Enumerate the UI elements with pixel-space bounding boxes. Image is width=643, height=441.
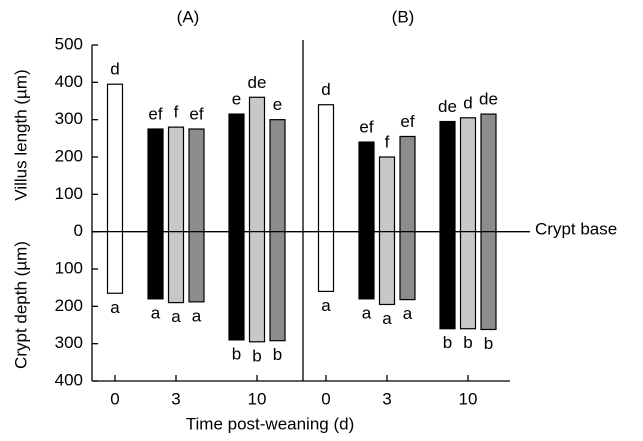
x-tick-label: 3 — [382, 389, 391, 408]
y-tick-label: 400 — [55, 72, 83, 91]
x-tick-label: 10 — [248, 389, 267, 408]
value-label: a — [151, 303, 161, 322]
bar — [317, 104, 335, 233]
bar — [459, 117, 477, 233]
value-label: ef — [400, 112, 414, 131]
value-label: e — [273, 95, 282, 114]
value-label: f — [385, 132, 390, 151]
bar — [480, 113, 497, 233]
bar — [378, 231, 396, 306]
bar — [248, 96, 266, 233]
x-tick-label: 0 — [110, 389, 119, 408]
value-label: a — [192, 306, 202, 325]
value-label: de — [479, 90, 498, 109]
x-tick-label: 10 — [459, 389, 478, 408]
bar — [399, 135, 416, 233]
bar — [188, 128, 205, 233]
bar — [378, 156, 396, 233]
bar — [106, 231, 124, 294]
value-label: d — [321, 80, 330, 99]
value-label: a — [321, 296, 331, 315]
bar — [269, 231, 286, 342]
value-label: b — [252, 346, 261, 365]
value-label: de — [438, 97, 457, 116]
value-label: de — [248, 73, 267, 92]
value-label: a — [362, 303, 372, 322]
bar — [399, 231, 416, 301]
bar — [147, 128, 164, 233]
bar — [459, 231, 477, 330]
bar — [358, 141, 375, 233]
y-tick-label: 0 — [74, 221, 83, 240]
x-tick-label: 3 — [171, 389, 180, 408]
value-label: b — [273, 345, 282, 364]
x-tick-label: 0 — [321, 389, 330, 408]
value-label: ef — [359, 118, 373, 137]
y-tick-label: 200 — [55, 146, 83, 165]
bar — [167, 126, 185, 233]
value-label: ef — [148, 104, 162, 123]
bar — [269, 119, 286, 233]
value-label: b — [443, 333, 452, 352]
x-label: Time post-weaning (d) — [186, 414, 355, 433]
value-label: b — [463, 333, 472, 352]
value-label: b — [484, 334, 493, 353]
bar — [480, 231, 497, 331]
y-tick-label: 100 — [55, 184, 83, 203]
panel-title: (B) — [392, 7, 415, 26]
y-tick-label: 300 — [55, 109, 83, 128]
bar — [358, 231, 375, 300]
annotation: Crypt base — [535, 219, 617, 238]
bar — [106, 83, 124, 233]
bar — [147, 231, 164, 300]
bar — [167, 231, 185, 304]
value-label: a — [110, 298, 120, 317]
value-label: a — [382, 309, 392, 328]
value-label: e — [232, 90, 241, 109]
value-label: a — [403, 304, 413, 323]
bar — [228, 231, 245, 341]
y-tick-label: 400 — [55, 370, 83, 389]
value-label: b — [232, 344, 241, 363]
y-label-top: Villus length (µm) — [11, 69, 30, 200]
bar — [228, 113, 245, 233]
panel-title: (A) — [177, 7, 200, 26]
bar — [439, 120, 456, 233]
value-label: f — [174, 103, 179, 122]
value-label: a — [171, 307, 181, 326]
bar — [317, 231, 335, 293]
y-label-bottom: Crypt depth (µm) — [11, 241, 30, 369]
bar — [248, 231, 266, 343]
y-tick-label: 200 — [55, 296, 83, 315]
bar — [188, 231, 205, 303]
value-label: d — [110, 60, 119, 79]
y-tick-label: 300 — [55, 333, 83, 352]
y-tick-label: 100 — [55, 258, 83, 277]
value-label: ef — [189, 104, 203, 123]
bar — [439, 231, 456, 330]
value-label: d — [463, 93, 472, 112]
y-tick-label: 500 — [55, 34, 83, 53]
